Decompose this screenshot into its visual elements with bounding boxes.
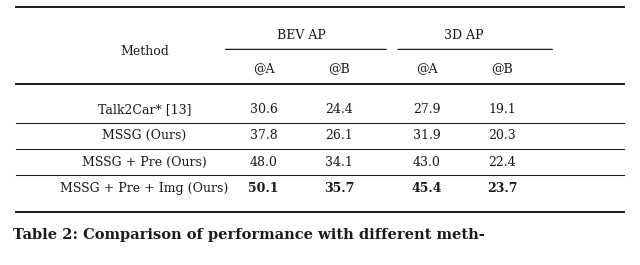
Text: Table 2: Comparison of performance with different meth-: Table 2: Comparison of performance with … bbox=[13, 228, 484, 242]
Text: 37.8: 37.8 bbox=[250, 129, 277, 142]
Text: MSSG (Ours): MSSG (Ours) bbox=[102, 129, 186, 142]
Text: @A: @A bbox=[416, 62, 437, 75]
Text: MSSG + Pre + Img (Ours): MSSG + Pre + Img (Ours) bbox=[60, 182, 228, 195]
Text: 31.9: 31.9 bbox=[413, 129, 440, 142]
Text: 20.3: 20.3 bbox=[488, 129, 516, 142]
Text: 19.1: 19.1 bbox=[488, 103, 516, 116]
Text: 34.1: 34.1 bbox=[325, 156, 353, 169]
Text: 27.9: 27.9 bbox=[413, 103, 440, 116]
Text: BEV AP: BEV AP bbox=[276, 29, 326, 42]
Text: 3D AP: 3D AP bbox=[444, 29, 484, 42]
Text: 24.4: 24.4 bbox=[325, 103, 353, 116]
Text: 22.4: 22.4 bbox=[488, 156, 516, 169]
Text: 48.0: 48.0 bbox=[250, 156, 278, 169]
Text: 23.7: 23.7 bbox=[486, 182, 517, 195]
Text: 26.1: 26.1 bbox=[325, 129, 353, 142]
Text: Method: Method bbox=[120, 46, 169, 59]
Text: 45.4: 45.4 bbox=[412, 182, 442, 195]
Text: @B: @B bbox=[491, 62, 513, 75]
Text: 35.7: 35.7 bbox=[324, 182, 354, 195]
Text: 43.0: 43.0 bbox=[413, 156, 440, 169]
Text: MSSG + Pre (Ours): MSSG + Pre (Ours) bbox=[82, 156, 207, 169]
Text: Talk2Car* [13]: Talk2Car* [13] bbox=[98, 103, 191, 116]
Text: 50.1: 50.1 bbox=[248, 182, 279, 195]
Text: @A: @A bbox=[253, 62, 275, 75]
Text: @B: @B bbox=[328, 62, 349, 75]
Text: 30.6: 30.6 bbox=[250, 103, 278, 116]
